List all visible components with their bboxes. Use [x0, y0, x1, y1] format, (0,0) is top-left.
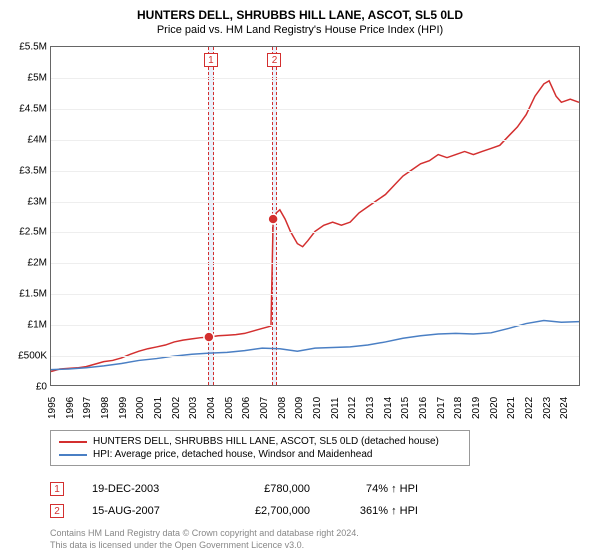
- x-tick-label: 2018: [453, 397, 464, 419]
- y-tick-label: £3.5M: [3, 165, 47, 176]
- y-tick-label: £500K: [3, 351, 47, 362]
- y-tick-label: £4M: [3, 134, 47, 145]
- series-property: [51, 81, 579, 372]
- sale-row: 2 15-AUG-2007 £2,700,000 361% ↑ HPI: [50, 500, 418, 522]
- footer: Contains HM Land Registry data © Crown c…: [50, 528, 359, 551]
- y-tick-label: £1.5M: [3, 289, 47, 300]
- x-tick-label: 2022: [524, 397, 535, 419]
- legend-label: HPI: Average price, detached house, Wind…: [93, 449, 372, 460]
- x-tick-label: 2005: [224, 397, 235, 419]
- legend-label: HUNTERS DELL, SHRUBBS HILL LANE, ASCOT, …: [93, 436, 439, 447]
- x-tick-label: 2000: [135, 397, 146, 419]
- x-tick-label: 1995: [47, 397, 58, 419]
- chart-container: HUNTERS DELL, SHRUBBS HILL LANE, ASCOT, …: [0, 0, 600, 560]
- legend-swatch: [59, 441, 87, 443]
- x-tick-label: 2002: [171, 397, 182, 419]
- sale-marker-box: 2: [50, 504, 64, 518]
- x-tick-label: 2017: [436, 397, 447, 419]
- x-tick-label: 2016: [418, 397, 429, 419]
- x-tick-label: 2012: [347, 397, 358, 419]
- legend-item-property: HUNTERS DELL, SHRUBBS HILL LANE, ASCOT, …: [59, 435, 461, 448]
- line-layer: [51, 47, 579, 385]
- x-tick-label: 2006: [241, 397, 252, 419]
- plot-area: £0£500K£1M£1.5M£2M£2.5M£3M£3.5M£4M£4.5M£…: [50, 46, 580, 386]
- x-tick-label: 1999: [118, 397, 129, 419]
- x-tick-label: 1998: [100, 397, 111, 419]
- footer-line: This data is licensed under the Open Gov…: [50, 540, 359, 552]
- x-tick-label: 1996: [65, 397, 76, 419]
- x-tick-label: 2014: [383, 397, 394, 419]
- x-tick-label: 2023: [542, 397, 553, 419]
- x-tick-label: 2001: [153, 397, 164, 419]
- y-tick-label: £4.5M: [3, 103, 47, 114]
- x-tick-label: 2013: [365, 397, 376, 419]
- sales-table: 1 19-DEC-2003 £780,000 74% ↑ HPI 2 15-AU…: [50, 478, 418, 522]
- sale-pct: 74% ↑ HPI: [338, 483, 418, 495]
- sale-date: 15-AUG-2007: [92, 505, 192, 517]
- x-tick-label: 2004: [206, 397, 217, 419]
- x-tick-label: 2015: [400, 397, 411, 419]
- x-tick-label: 2020: [489, 397, 500, 419]
- legend-swatch: [59, 454, 87, 456]
- y-tick-label: £1M: [3, 320, 47, 331]
- x-tick-label: 2008: [277, 397, 288, 419]
- x-tick-label: 2009: [294, 397, 305, 419]
- chart-subtitle: Price paid vs. HM Land Registry's House …: [0, 22, 600, 36]
- x-tick-label: 2019: [471, 397, 482, 419]
- sale-marker: [204, 332, 214, 342]
- x-tick-label: 2011: [330, 397, 341, 419]
- x-tick-label: 1997: [82, 397, 93, 419]
- x-tick-label: 2021: [506, 397, 517, 419]
- sale-pct: 361% ↑ HPI: [338, 505, 418, 517]
- y-tick-label: £0: [3, 382, 47, 393]
- legend: HUNTERS DELL, SHRUBBS HILL LANE, ASCOT, …: [50, 430, 470, 466]
- x-tick-label: 2024: [559, 397, 570, 419]
- y-tick-label: £2.5M: [3, 227, 47, 238]
- sale-date: 19-DEC-2003: [92, 483, 192, 495]
- x-tick-label: 2007: [259, 397, 270, 419]
- x-tick-label: 2010: [312, 397, 323, 419]
- band-label: 2: [267, 53, 281, 67]
- y-tick-label: £2M: [3, 258, 47, 269]
- y-tick-label: £3M: [3, 196, 47, 207]
- x-tick-label: 2003: [188, 397, 199, 419]
- y-tick-label: £5.5M: [3, 42, 47, 53]
- sale-row: 1 19-DEC-2003 £780,000 74% ↑ HPI: [50, 478, 418, 500]
- legend-item-hpi: HPI: Average price, detached house, Wind…: [59, 448, 461, 461]
- band-label: 1: [204, 53, 218, 67]
- chart-title: HUNTERS DELL, SHRUBBS HILL LANE, ASCOT, …: [0, 0, 600, 22]
- series-hpi: [51, 320, 579, 369]
- sale-price: £2,700,000: [220, 505, 310, 517]
- sale-marker: [268, 214, 278, 224]
- y-tick-label: £5M: [3, 72, 47, 83]
- sale-marker-box: 1: [50, 482, 64, 496]
- footer-line: Contains HM Land Registry data © Crown c…: [50, 528, 359, 540]
- sale-price: £780,000: [220, 483, 310, 495]
